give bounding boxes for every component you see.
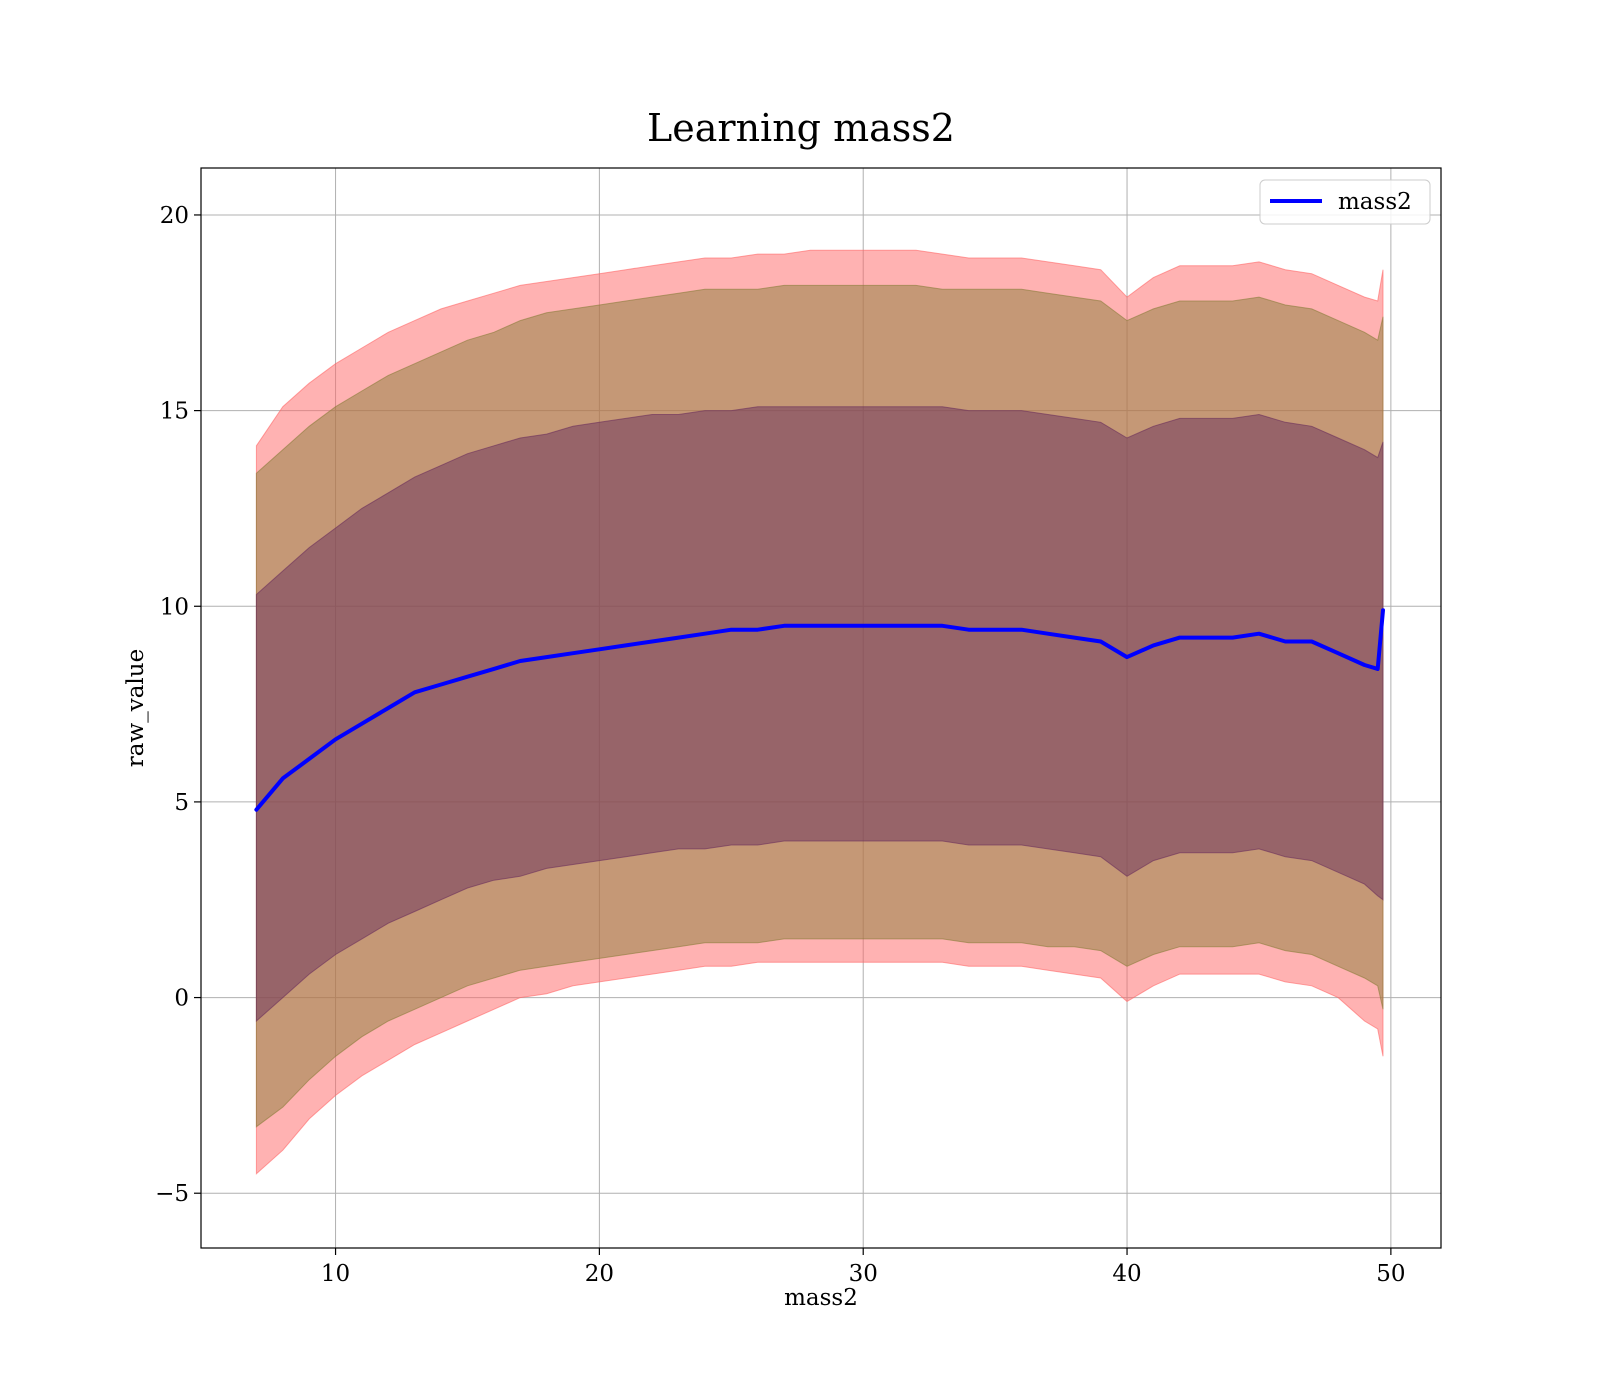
plot-frame (200, 167, 1442, 1249)
y-tick-label: 20 (160, 203, 189, 229)
x-tick-label: 50 (1376, 1261, 1405, 1287)
legend: mass2 (1259, 179, 1431, 225)
y-axis-ticks: −5 0 5 10 15 20 (155, 203, 201, 1207)
y-tick-label: 15 (160, 399, 189, 425)
y-axis-label: raw_value (123, 649, 149, 767)
y-tick-label: 0 (174, 986, 189, 1012)
y-tick-label: 5 (174, 790, 189, 816)
y-tick-label: −5 (155, 1181, 189, 1207)
confidence-band-3 (255, 406, 1384, 1023)
x-tick-label: 10 (321, 1261, 350, 1287)
chart-title: Learning mass2 (647, 106, 955, 150)
series-lines (254, 608, 1385, 812)
confidence-bands (255, 249, 1384, 1175)
legend-entry-label: mass2 (1338, 189, 1412, 215)
x-axis-label: mass2 (784, 1285, 858, 1311)
x-tick-label: 20 (585, 1261, 614, 1287)
x-axis-ticks: 10 20 30 40 50 (321, 1248, 1406, 1287)
x-tick-label: 40 (1112, 1261, 1141, 1287)
x-tick-label: 30 (849, 1261, 878, 1287)
y-tick-label: 10 (160, 594, 189, 620)
series-line-1 (254, 608, 1385, 812)
legend-box (1259, 179, 1431, 225)
